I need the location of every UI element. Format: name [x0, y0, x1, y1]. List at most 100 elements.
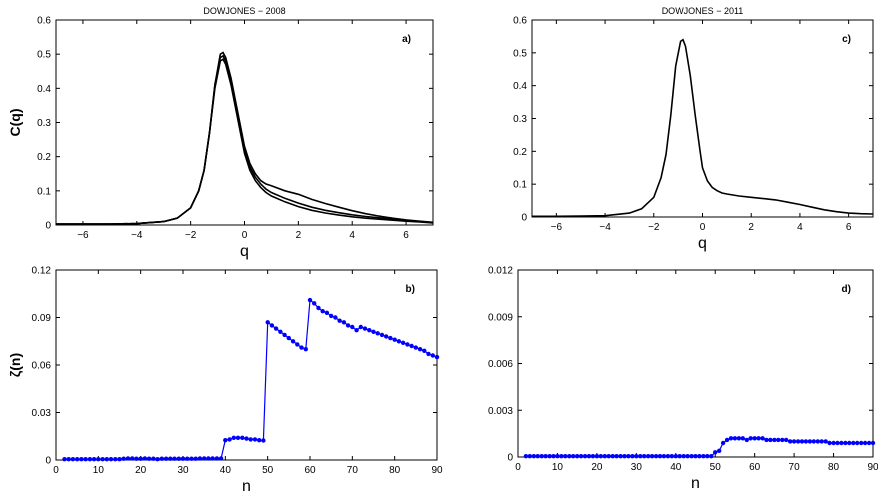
- x-tick-label: 2: [748, 222, 754, 233]
- data-point: [776, 437, 781, 443]
- data-point: [673, 454, 678, 459]
- data-point: [138, 456, 143, 461]
- x-tick-label: −2: [185, 230, 197, 241]
- data-point: [634, 454, 639, 459]
- x-tick-label: −4: [131, 230, 143, 241]
- data-point: [426, 351, 431, 357]
- data-point: [362, 326, 368, 331]
- data-point: [689, 454, 694, 459]
- y-tick-label: 0.003: [488, 406, 513, 417]
- x-tick-label: −2: [648, 222, 660, 233]
- series-line-2: [56, 58, 433, 225]
- data-point: [244, 436, 249, 441]
- y-tick-label: 0: [45, 221, 51, 232]
- data-point: [163, 456, 169, 461]
- data-point: [855, 440, 860, 446]
- data-point: [104, 457, 110, 462]
- data-point: [286, 335, 291, 341]
- data-point: [66, 457, 71, 462]
- data-point: [657, 454, 663, 459]
- panel-label: d): [842, 284, 851, 295]
- data-point: [396, 339, 402, 344]
- data-point: [728, 436, 734, 441]
- data-point: [295, 342, 300, 347]
- data-point: [744, 437, 749, 443]
- y-tick-label: 0.4: [37, 84, 51, 95]
- chart-title: DOWJONES − 2011: [662, 6, 744, 16]
- data-point: [594, 454, 600, 459]
- data-point: [555, 454, 560, 459]
- data-point: [803, 439, 809, 444]
- x-tick-label: 50: [710, 462, 722, 473]
- chart-title: DOWJONES − 2008: [203, 6, 285, 16]
- x-tick-label: 0: [700, 222, 706, 233]
- x-tick-label: 2: [296, 230, 302, 241]
- data-point: [768, 437, 773, 443]
- panel-label: b): [406, 284, 415, 295]
- y-tick-label: 0: [507, 453, 513, 464]
- data-point: [709, 454, 714, 459]
- y-tick-label: 0.006: [488, 359, 513, 370]
- data-point: [350, 324, 355, 330]
- y-axis-label: ζ(n): [7, 353, 23, 377]
- data-point: [121, 456, 126, 461]
- x-tick-label: 6: [403, 230, 409, 241]
- y-tick-label: 0.3: [513, 114, 527, 125]
- data-point: [602, 454, 607, 459]
- data-point: [791, 439, 797, 444]
- panel-label: a): [402, 34, 411, 45]
- x-tick-label: 4: [349, 230, 355, 241]
- data-point: [523, 454, 529, 459]
- data-point: [257, 438, 262, 443]
- data-point: [535, 454, 540, 459]
- data-point: [316, 305, 321, 311]
- y-tick-label: 0.6: [513, 16, 527, 27]
- chart-panel-a: −6 −4 −2 0 2 4 6 0 0.1 0.2 0.3 0.4 0.5 0.6 DOWJONES − …: [7, 6, 434, 260]
- data-point: [653, 454, 659, 459]
- x-tick-label: 60: [749, 462, 761, 473]
- data-point: [176, 456, 181, 461]
- data-point: [75, 457, 80, 462]
- x-axis-label: n: [242, 478, 251, 495]
- x-tick-label: 40: [670, 462, 682, 473]
- y-tick-label: 0: [45, 456, 51, 467]
- data-point: [405, 342, 410, 347]
- data-point: [159, 456, 164, 461]
- data-point: [214, 456, 220, 461]
- data-point: [434, 354, 440, 360]
- data-point: [866, 440, 872, 446]
- data-point: [142, 456, 148, 461]
- data-point: [669, 454, 674, 459]
- data-point: [693, 454, 698, 459]
- data-point: [748, 436, 753, 441]
- data-point: [717, 448, 722, 453]
- data-point: [575, 454, 580, 459]
- data-point: [756, 436, 761, 441]
- data-point: [697, 454, 702, 459]
- y-tick-label: 0: [521, 213, 527, 224]
- data-point: [732, 436, 738, 441]
- data-point: [430, 353, 435, 358]
- data-point: [235, 435, 241, 440]
- x-tick-label: 20: [135, 465, 147, 476]
- data-point: [665, 454, 671, 459]
- x-tick-label: 70: [347, 465, 359, 476]
- data-point: [62, 457, 67, 462]
- data-point: [598, 454, 603, 459]
- data-point: [586, 454, 592, 459]
- data-point: [736, 436, 742, 441]
- data-point: [590, 454, 596, 459]
- data-point: [409, 343, 414, 349]
- data-point: [168, 456, 173, 461]
- x-tick-label: 30: [631, 462, 643, 473]
- data-point: [324, 310, 330, 315]
- x-tick-label: 20: [591, 462, 603, 473]
- data-point: [329, 313, 334, 319]
- panel-label: c): [842, 34, 851, 45]
- data-point: [740, 436, 745, 441]
- data-point: [571, 454, 576, 459]
- axes-box: [531, 19, 874, 218]
- data-point: [543, 454, 548, 459]
- data-point: [811, 439, 816, 444]
